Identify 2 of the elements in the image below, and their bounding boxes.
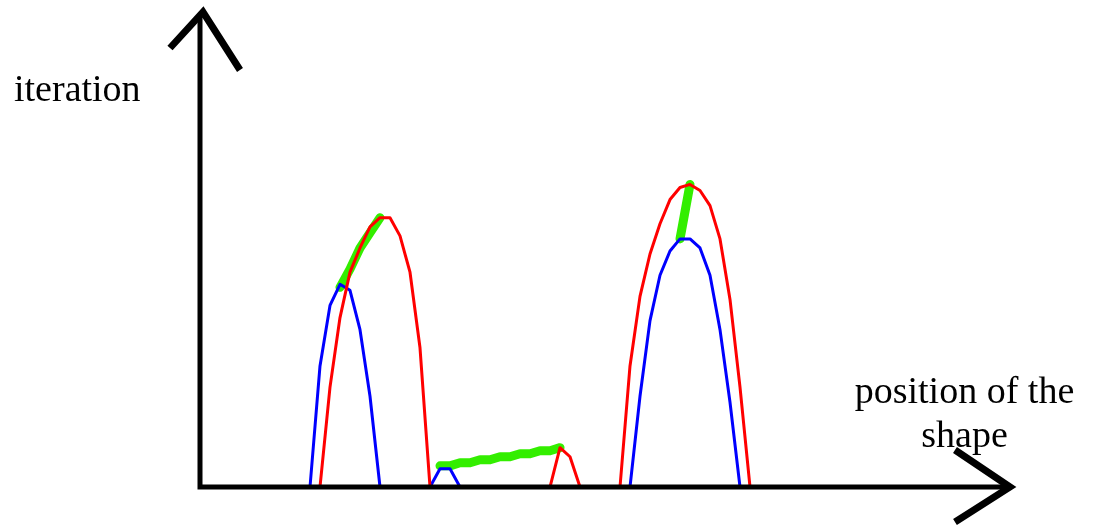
x-axis-title: position of the shape: [853, 368, 1076, 456]
y-axis-title: iteration: [14, 66, 141, 110]
